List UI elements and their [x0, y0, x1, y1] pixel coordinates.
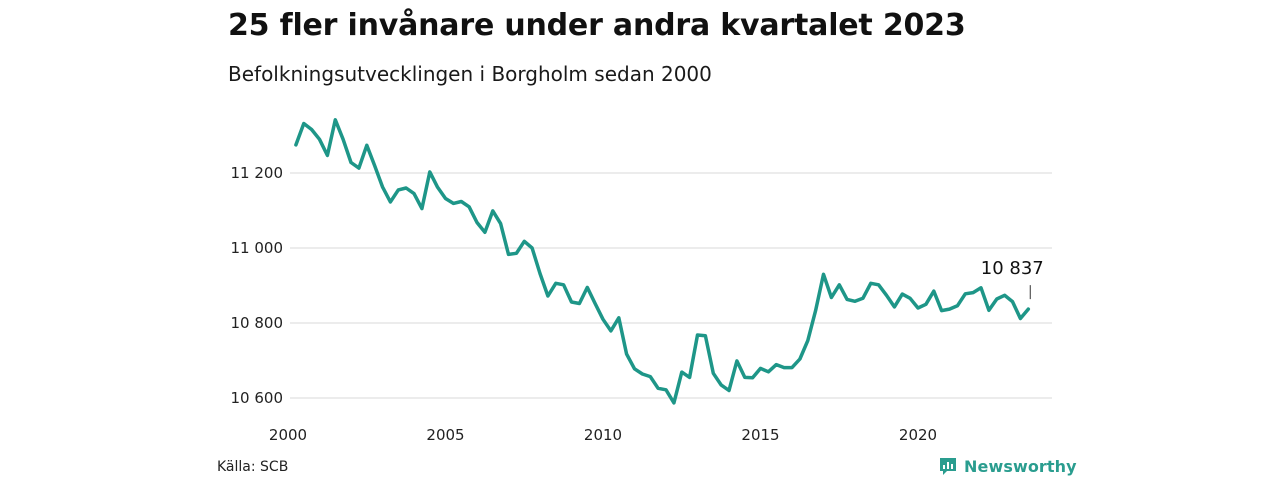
y-tick-label: 11 200: [231, 164, 284, 182]
x-tick-label: 2020: [899, 426, 937, 444]
y-tick-label: 11 000: [231, 239, 284, 257]
y-tick-label: 10 800: [231, 314, 284, 332]
series-line: [294, 118, 1031, 405]
brand-logo: Newsworthy: [938, 456, 1077, 476]
x-tick-label: 2010: [584, 426, 622, 444]
series-layer: [294, 118, 1031, 405]
newsworthy-logo-icon: [940, 458, 956, 475]
y-tick-label: 10 600: [231, 389, 284, 407]
chart-subtitle: Befolkningsutvecklingen i Borgholm sedan…: [228, 62, 712, 86]
x-tick-label: 2000: [269, 426, 307, 444]
end-value-label: 10 837: [981, 258, 1044, 279]
source-note: Källa: SCB: [217, 459, 289, 475]
end-annotation: 10 837: [981, 258, 1044, 300]
brand-name: Newsworthy: [964, 456, 1077, 476]
x-tick-label: 2015: [741, 426, 779, 444]
x-axis-ticks: 2000 2005 2010 2015 2020: [269, 426, 937, 444]
chart-title: 25 fler invånare under andra kvartalet 2…: [228, 8, 966, 43]
grid-lines: [290, 172, 1052, 399]
y-axis-ticks: 10 600 10 800 11 000 11 200: [231, 164, 284, 407]
x-tick-label: 2005: [426, 426, 464, 444]
